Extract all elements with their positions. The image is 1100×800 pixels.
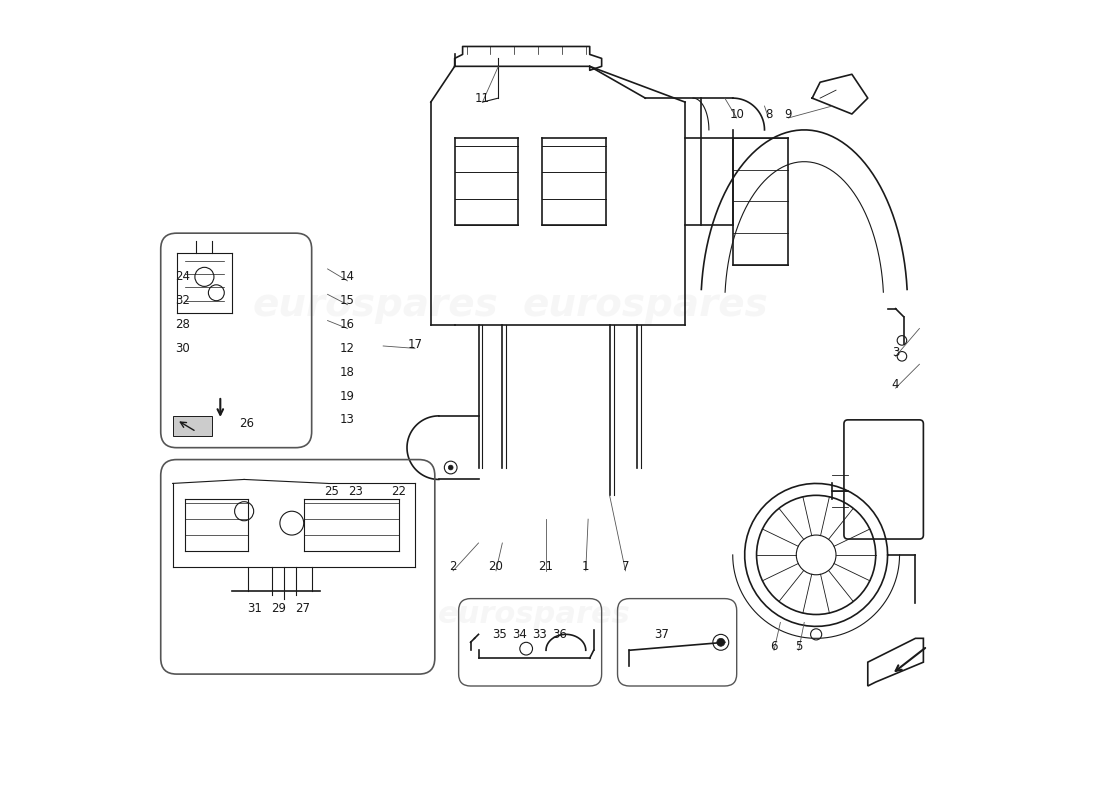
Text: 23: 23 — [348, 485, 363, 498]
Text: 34: 34 — [513, 628, 527, 641]
Text: 4: 4 — [892, 378, 900, 390]
Text: 12: 12 — [340, 342, 355, 355]
Text: 35: 35 — [493, 628, 507, 641]
Text: 16: 16 — [340, 318, 355, 331]
Text: 37: 37 — [653, 628, 669, 641]
Text: 18: 18 — [340, 366, 355, 378]
Text: 29: 29 — [271, 602, 286, 614]
Text: 28: 28 — [176, 318, 190, 331]
Text: 33: 33 — [532, 628, 547, 641]
Text: 36: 36 — [552, 628, 567, 641]
Text: 24: 24 — [176, 270, 190, 283]
Text: 5: 5 — [795, 640, 802, 653]
Text: 9: 9 — [784, 107, 792, 121]
Text: 26: 26 — [239, 418, 254, 430]
Text: 6: 6 — [770, 640, 778, 653]
Text: 19: 19 — [340, 390, 355, 402]
Text: 11: 11 — [475, 92, 490, 105]
Text: 31: 31 — [248, 602, 262, 614]
Text: 14: 14 — [340, 270, 355, 283]
Text: eurospares: eurospares — [252, 286, 498, 324]
Text: 13: 13 — [340, 414, 355, 426]
Text: 7: 7 — [621, 560, 629, 574]
Text: 10: 10 — [729, 107, 744, 121]
Text: eurospares: eurospares — [522, 286, 768, 324]
Text: 32: 32 — [176, 294, 190, 307]
Circle shape — [449, 465, 453, 470]
Text: eurospares: eurospares — [438, 600, 630, 629]
Text: 8: 8 — [764, 107, 772, 121]
Text: 20: 20 — [488, 560, 504, 574]
Text: 2: 2 — [449, 560, 456, 574]
Circle shape — [717, 638, 725, 646]
Text: 1: 1 — [582, 560, 590, 574]
Text: 30: 30 — [176, 342, 190, 355]
Text: 25: 25 — [324, 485, 339, 498]
Text: 27: 27 — [295, 602, 309, 614]
Text: 17: 17 — [407, 338, 422, 351]
Polygon shape — [173, 416, 212, 436]
Text: 22: 22 — [392, 485, 407, 498]
Text: 15: 15 — [340, 294, 355, 307]
Text: 3: 3 — [892, 346, 900, 359]
Text: 21: 21 — [539, 560, 553, 574]
